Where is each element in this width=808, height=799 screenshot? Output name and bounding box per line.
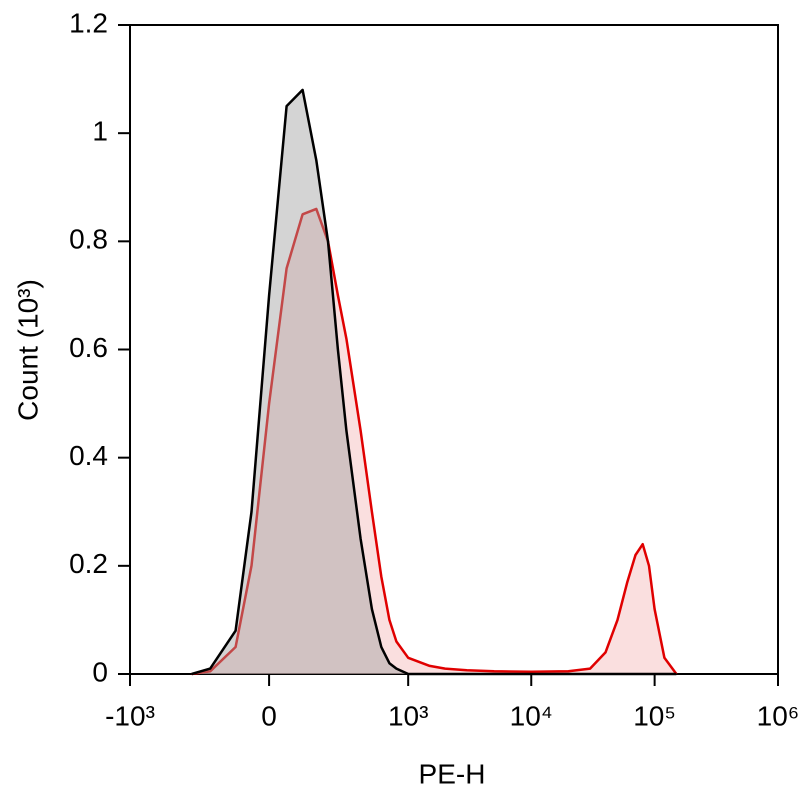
x-tick-label: 10⁴ — [510, 700, 553, 731]
y-tick-label: 0.8 — [69, 224, 108, 255]
y-tick-label: 0.2 — [69, 548, 108, 579]
series-line — [191, 207, 678, 676]
area — [191, 208, 677, 674]
plot-frame — [129, 24, 779, 675]
y-tick-label: 1 — [92, 116, 108, 147]
series-line — [191, 88, 677, 676]
x-tick-label: 10⁶ — [757, 700, 800, 731]
y-tick-label: 0.4 — [69, 440, 108, 471]
x-axis-label: PE-H — [419, 758, 486, 789]
y-tick-label: 1.2 — [69, 7, 108, 38]
x-tick-label: 10⁵ — [633, 700, 676, 731]
x-tick-label: 0 — [261, 700, 277, 731]
x-tick-label: -10³ — [105, 700, 155, 731]
y-tick-label: 0 — [92, 656, 108, 687]
y-axis-label: Count (10³) — [12, 279, 43, 421]
y-tick-label: 0.6 — [69, 332, 108, 363]
area — [191, 89, 677, 674]
x-tick-label: 10³ — [388, 700, 428, 731]
